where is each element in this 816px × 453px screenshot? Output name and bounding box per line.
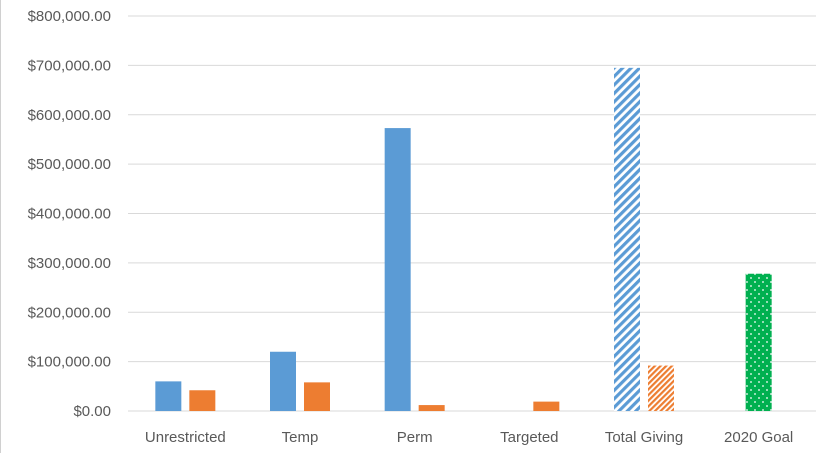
x-category-label: Unrestricted bbox=[145, 429, 226, 446]
x-category-label: Perm bbox=[397, 429, 433, 446]
x-category-label: Temp bbox=[282, 429, 319, 446]
gridlines bbox=[128, 15, 816, 412]
bar-targeted-series-2 bbox=[533, 401, 560, 411]
y-tick-label: $500,000.00 bbox=[28, 156, 111, 173]
bars bbox=[155, 67, 772, 412]
y-tick-label: $600,000.00 bbox=[28, 107, 111, 124]
y-tick-label: $800,000.00 bbox=[28, 8, 111, 25]
y-tick-label: $100,000.00 bbox=[28, 354, 111, 371]
x-category-label: Targeted bbox=[500, 429, 558, 446]
bar-temp-series-2 bbox=[304, 382, 330, 411]
bar-unrestricted-series-1 bbox=[155, 381, 182, 411]
y-tick-label: $400,000.00 bbox=[28, 206, 111, 223]
bar-perm-series-2 bbox=[418, 405, 445, 411]
x-axis-category-labels: Unrestricted Temp Perm Targeted Total Giving… bbox=[145, 429, 793, 446]
bar-2020-goal-series-3 bbox=[745, 273, 772, 411]
y-tick-label: $300,000.00 bbox=[28, 255, 111, 272]
x-category-label: 2020 Goal bbox=[724, 429, 793, 446]
bar-total-giving-series-2 bbox=[648, 365, 674, 411]
y-tick-label: $700,000.00 bbox=[28, 57, 111, 74]
y-axis-tick-labels: $0.00 $100,000.00 $200,000.00 $300,000.00 $4… bbox=[28, 8, 111, 420]
y-tick-label: $200,000.00 bbox=[28, 304, 111, 321]
bar-temp-series-1 bbox=[270, 351, 296, 411]
x-category-label: Total Giving bbox=[605, 429, 683, 446]
bar-unrestricted-series-2 bbox=[189, 390, 216, 411]
bar-total-giving-series-1 bbox=[614, 67, 640, 411]
y-tick-label: $0.00 bbox=[73, 403, 111, 420]
bar-perm-series-1 bbox=[384, 128, 411, 412]
